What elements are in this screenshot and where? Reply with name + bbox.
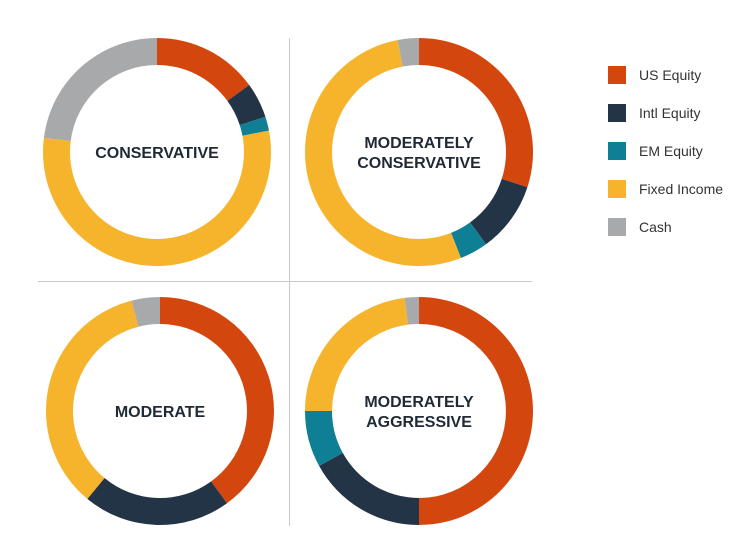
donut-label: CONSERVATIVE [357,155,481,172]
slice-em-equity [305,411,343,466]
donut-label: CONSERVATIVE [95,145,219,162]
legend-swatch [608,142,626,160]
donut-label: MODERATELY [364,394,474,411]
slice-cash [43,38,157,142]
donut-moderately-aggressive: MODERATELY AGGRESSIVE [305,297,533,525]
legend-swatch [608,66,626,84]
legend: US Equity Intl Equity EM Equity Fixed In… [608,56,723,246]
legend-swatch [608,218,626,236]
slice-fixed-income [304,40,461,267]
donut-label: MODERATELY [364,135,474,152]
slice-fixed-income [305,297,409,411]
slice-cash [404,297,419,325]
slice-fixed-income [42,130,271,267]
legend-label: Cash [639,219,672,235]
legend-item-cash: Cash [608,208,723,246]
slice-intl-equity [319,452,419,525]
legend-swatch [608,180,626,198]
slice-cash [131,297,160,327]
legend-item-intl-equity: Intl Equity [608,94,723,132]
horizontal-divider [38,281,532,282]
slice-intl-equity [227,84,266,126]
legend-swatch [608,104,626,122]
donut-label: MODERATE [115,404,206,421]
donut-conservative: CONSERVATIVE [42,38,271,267]
donut-label: AGGRESSIVE [366,414,472,431]
slice-intl-equity [87,478,228,525]
donut-moderately-conservative: MODERATELY CONSERVATIVE [304,38,533,267]
legend-item-em-equity: EM Equity [608,132,723,170]
donut-moderate: MODERATE [45,297,274,525]
slice-em-equity [451,222,487,258]
legend-label: Fixed Income [639,181,724,197]
legend-item-us-equity: US Equity [608,56,723,94]
slice-us-equity [157,38,250,101]
legend-label: EM Equity [639,143,703,159]
slice-us-equity [419,38,533,188]
slice-us-equity [419,297,533,525]
slice-em-equity [239,116,269,136]
legend-label: US Equity [639,67,702,83]
legend-item-fixed-income: Fixed Income [608,170,723,208]
slice-us-equity [160,297,274,504]
slice-fixed-income [45,300,139,499]
vertical-divider [289,38,290,526]
slice-intl-equity [470,178,528,245]
slice-cash [397,38,419,67]
legend-label: Intl Equity [639,105,701,121]
